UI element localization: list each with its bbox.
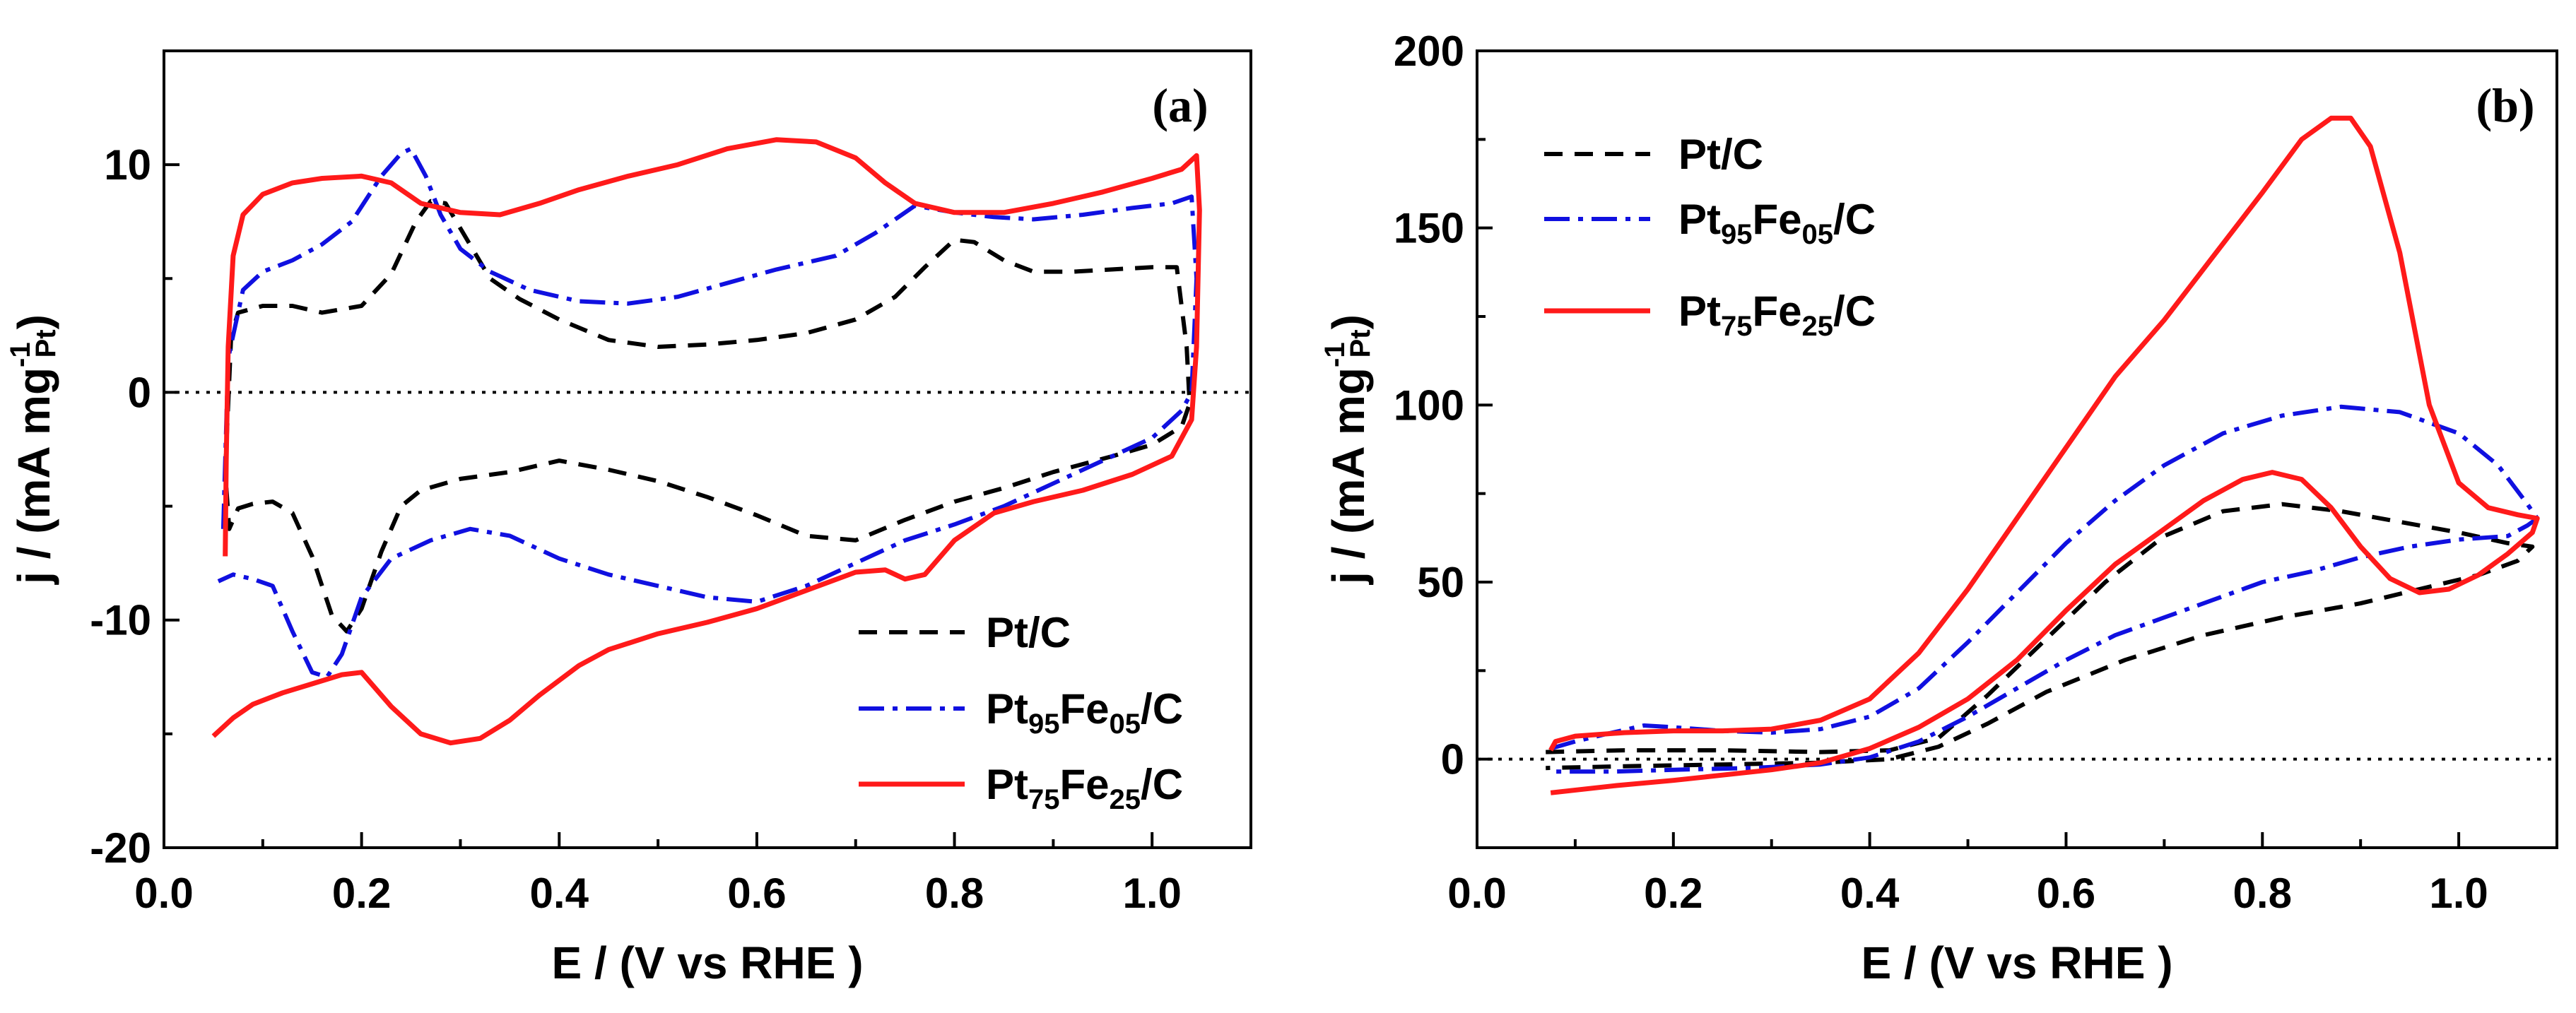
y-axis-title: j / (mA mg-1Pt) [5, 314, 61, 585]
y-tick-label: 0 [128, 369, 151, 416]
legend-text-main: Pt [1678, 288, 1721, 335]
y-tick-label: 200 [1394, 28, 1464, 75]
legend-text-sub2: 05 [1802, 219, 1834, 250]
x-tick-label: 0.8 [925, 870, 984, 917]
legend-text-sub2: 05 [1110, 709, 1141, 740]
panel-label: (b) [2476, 78, 2534, 132]
legend-text-end: /C [1141, 685, 1183, 733]
legend-label: Pt/C [986, 609, 1071, 656]
y-tick-label: -10 [90, 597, 151, 644]
y-tick-label: 0 [1441, 736, 1464, 783]
y-tick-label: 10 [104, 141, 151, 189]
panel-b: 0.0 0.2 0.4 0.6 0.8 1.0050100150200Pt/CPt95Fe… [1319, 28, 2558, 988]
x-tick-label: 0.8 [2233, 870, 2292, 917]
y-tick-label: 100 [1394, 381, 1464, 429]
x-tick-label: 0.4 [530, 870, 589, 917]
legend-text-main: Pt [986, 761, 1028, 808]
legend-text-mid: Fe [1060, 761, 1110, 808]
series-line-pt-c [1546, 502, 2535, 771]
x-tick-label: 0.6 [2037, 870, 2095, 917]
series-line-pt95fe05-c [1550, 404, 2540, 774]
x-tick-label: 1.0 [2429, 870, 2488, 917]
legend-label: Pt/C [1678, 131, 1763, 178]
series-line-pt75fe25-c [211, 137, 1202, 746]
y-axis-title-close: ) [1323, 314, 1374, 329]
legend-text-sub2: 25 [1110, 784, 1141, 815]
x-tick-label: 0.0 [1447, 870, 1506, 917]
x-axis-title: E / (V vs RHE ) [1862, 937, 2173, 988]
legend-text-sub1: 95 [1028, 709, 1060, 740]
legend-label: Pt95Fe05/C [1678, 196, 1876, 250]
y-tick-label: -20 [90, 824, 151, 872]
series-line-pt95fe05-c [217, 146, 1199, 680]
legend-text-end: /C [1141, 761, 1183, 808]
legend-text-sub1: 75 [1721, 311, 1753, 342]
legend-label: Pt95Fe05/C [986, 685, 1183, 740]
legend-label: Pt75Fe25/C [986, 761, 1183, 815]
y-axis-title-close: ) [8, 314, 59, 329]
legend-text-sub2: 25 [1802, 311, 1834, 342]
x-tick-label: 0.6 [727, 870, 786, 917]
y-axis-title-sup: -1 [5, 342, 36, 367]
panel-a: 0.0 0.2 0.4 0.6 0.8 1.0-20-10010Pt/CPt95Fe05/… [5, 49, 1252, 988]
legend-text-sub1: 75 [1028, 784, 1060, 815]
series-line-pt75fe25-c [1548, 115, 2540, 795]
panel-label: (a) [1152, 78, 1208, 132]
y-axis-title-sub: Pt [1345, 329, 1376, 357]
legend-text-main: Pt/C [1678, 131, 1763, 178]
legend-text-mid: Fe [1060, 685, 1110, 733]
y-tick-label: 150 [1394, 205, 1464, 252]
y-axis-title-sup: -1 [1319, 342, 1351, 367]
y-axis-title-main: j / (mA mg [1323, 367, 1374, 585]
y-axis-title-main: j / (mA mg [8, 367, 59, 585]
x-axis-title: E / (V vs RHE ) [552, 937, 864, 988]
plot-frame [1476, 49, 2558, 849]
legend-text-sub1: 95 [1721, 219, 1753, 250]
y-axis-title-sub: Pt [30, 329, 61, 357]
x-tick-label: 1.0 [1122, 870, 1181, 917]
y-axis-title: j / (mA mg-1Pt) [1319, 314, 1376, 585]
plot-frame [163, 49, 1252, 849]
x-tick-label: 0.2 [332, 870, 391, 917]
legend-text-main: Pt [986, 685, 1028, 733]
x-tick-label: 0.2 [1644, 870, 1702, 917]
x-tick-label: 0.4 [1840, 870, 1900, 917]
legend-text-mid: Fe [1753, 196, 1802, 243]
x-tick-label: 0.0 [134, 870, 193, 917]
legend-text-end: /C [1833, 288, 1876, 335]
legend-label: Pt75Fe25/C [1678, 288, 1876, 342]
legend-text-main: Pt [1678, 196, 1721, 243]
legend-text-mid: Fe [1753, 288, 1802, 335]
legend-text-main: Pt/C [986, 609, 1071, 656]
y-tick-label: 50 [1417, 559, 1464, 606]
legend-text-end: /C [1833, 196, 1876, 243]
